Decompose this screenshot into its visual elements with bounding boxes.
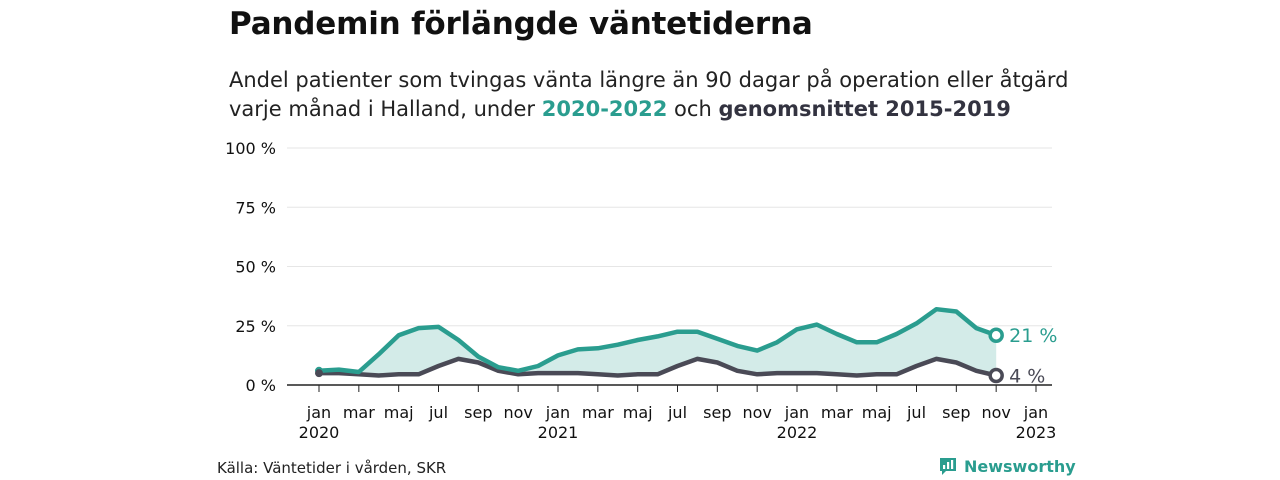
brand-logo: Newsworthy <box>938 456 1076 476</box>
end-point-average <box>988 367 1004 384</box>
end-markers: 21 % 4 % <box>988 325 1057 388</box>
x-tick-label: maj <box>384 403 414 422</box>
x-tick-year: 2023 <box>1016 423 1057 442</box>
y-tick-label: 100 % <box>225 139 276 158</box>
series-line-average <box>316 356 999 378</box>
subtitle-line-1: Andel patienter som tvingas vänta längre… <box>229 68 1067 92</box>
x-tick-label: sep <box>703 403 731 422</box>
newsworthy-logo-icon <box>940 458 956 475</box>
x-tick-label: maj <box>623 403 653 422</box>
x-tick-label: nov <box>981 403 1010 422</box>
x-tick-label: jul <box>906 403 926 422</box>
x-tick-year: 2022 <box>777 423 818 442</box>
x-tick-label: jan <box>306 403 331 422</box>
x-tick-label: sep <box>464 403 492 422</box>
end-point-2020-2022 <box>988 327 1004 343</box>
y-tick-label: 50 % <box>235 258 276 277</box>
area-fill-layer <box>319 309 997 376</box>
chart-subtitle: Andel patienter som tvingas vänta längre… <box>229 66 1067 124</box>
x-tick-label: jan <box>1023 403 1048 422</box>
y-tick-label: 25 % <box>235 317 276 336</box>
y-axis-labels: 0 % 25 % 50 % 75 % 100 % <box>225 139 276 395</box>
subtitle-mid: och <box>667 97 719 121</box>
series-line-2020-2022 <box>316 306 999 375</box>
x-tick-year: 2020 <box>299 423 340 442</box>
end-label-average: 4 % <box>1009 366 1045 388</box>
x-tick-label: jan <box>784 403 809 422</box>
source-note: Källa: Väntetider i vården, SKR <box>217 459 447 477</box>
legend-series-average: genomsnittet 2015-2019 <box>718 97 1011 121</box>
chart-title: Pandemin förlängde väntetiderna <box>229 6 813 42</box>
x-tick-label: maj <box>862 403 892 422</box>
x-tick-label: jul <box>667 403 687 422</box>
grid-lines <box>287 147 1052 327</box>
x-tick-label: jul <box>428 403 448 422</box>
x-tick-label: nov <box>742 403 771 422</box>
x-tick-year: 2021 <box>538 423 579 442</box>
x-tick-label: jan <box>545 403 570 422</box>
y-tick-label: 0 % <box>246 376 276 395</box>
end-label-2020-2022: 21 % <box>1009 325 1057 347</box>
x-tick-label: mar <box>343 403 375 422</box>
y-tick-label: 75 % <box>235 198 276 217</box>
subtitle-prefix: varje månad i Halland, under <box>229 97 542 121</box>
x-tick-label: nov <box>503 403 532 422</box>
series-lines <box>315 306 999 378</box>
area-band <box>319 309 997 376</box>
brand-name: Newsworthy <box>964 456 1076 476</box>
subtitle-line-2: varje månad i Halland, under 2020-2022 o… <box>229 95 1067 124</box>
legend-series-2020-2022: 2020-2022 <box>541 97 668 121</box>
x-tick-label: mar <box>582 403 614 422</box>
x-tick-label: sep <box>942 403 970 422</box>
start-point-average <box>315 369 323 378</box>
x-tick-label: mar <box>821 403 853 422</box>
